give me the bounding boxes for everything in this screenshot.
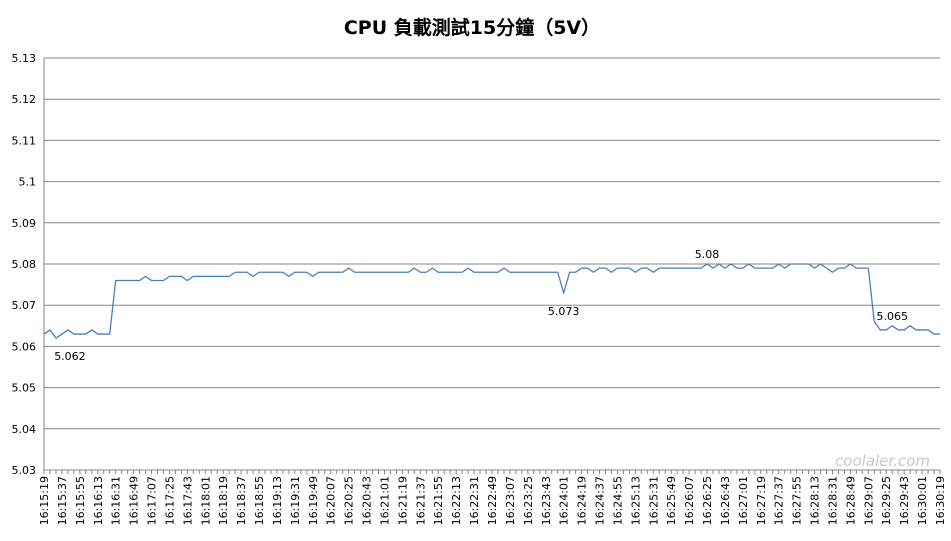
x-tick-label: 16:27:55 <box>791 476 804 525</box>
y-tick-label: 5.09 <box>12 217 37 230</box>
x-tick-label: 16:15:37 <box>56 476 69 525</box>
x-tick-label: 16:24:01 <box>558 476 571 525</box>
x-tick-label: 16:26:07 <box>683 476 696 525</box>
x-tick-label: 16:20:25 <box>343 476 356 525</box>
x-tick-label: 16:27:01 <box>737 476 750 525</box>
x-tick-label: 16:23:25 <box>522 476 535 525</box>
x-tick-label: 16:28:49 <box>844 476 857 525</box>
y-tick-label: 5.05 <box>12 382 37 395</box>
x-tick-label: 16:21:01 <box>378 476 391 525</box>
x-tick-label: 16:24:19 <box>576 476 589 525</box>
y-tick-label: 5.08 <box>12 258 37 271</box>
x-tick-label: 16:28:13 <box>809 476 822 525</box>
x-tick-label: 16:18:37 <box>235 476 248 525</box>
x-tick-label: 16:22:13 <box>450 476 463 525</box>
x-tick-label: 16:18:55 <box>253 476 266 525</box>
x-tick-label: 16:27:37 <box>773 476 786 525</box>
x-tick-label: 16:17:25 <box>163 476 176 525</box>
x-tick-label: 16:24:37 <box>594 476 607 525</box>
x-tick-label: 16:22:31 <box>468 476 481 525</box>
x-tick-label: 16:25:13 <box>629 476 642 525</box>
x-tick-label: 16:15:55 <box>74 476 87 525</box>
x-tick-label: 16:17:43 <box>181 476 194 525</box>
data-label: 5.08 <box>695 248 720 261</box>
y-tick-label: 5.12 <box>12 93 37 106</box>
x-tick-label: 16:24:55 <box>611 476 624 525</box>
y-tick-label: 5.07 <box>12 299 37 312</box>
x-tick-label: 16:19:13 <box>271 476 284 525</box>
data-label: 5.073 <box>548 305 580 318</box>
x-tick-label: 16:18:19 <box>217 476 230 525</box>
x-tick-label: 16:16:49 <box>128 476 141 525</box>
y-tick-label: 5.13 <box>12 52 37 65</box>
x-tick-label: 16:23:07 <box>504 476 517 525</box>
y-tick-label: 5.03 <box>12 464 37 477</box>
x-tick-label: 16:26:25 <box>701 476 714 525</box>
x-tick-label: 16:25:49 <box>665 476 678 525</box>
x-tick-label: 16:26:43 <box>719 476 732 525</box>
x-tick-label: 16:23:43 <box>540 476 553 525</box>
data-label: 5.065 <box>876 310 908 323</box>
x-tick-label: 16:17:07 <box>146 476 159 525</box>
x-tick-label: 16:28:31 <box>826 476 839 525</box>
x-tick-label: 16:30:01 <box>916 476 929 525</box>
x-tick-label: 16:20:43 <box>361 476 374 525</box>
x-tick-label: 16:21:19 <box>396 476 409 525</box>
x-tick-label: 16:16:31 <box>110 476 123 525</box>
data-label: 5.062 <box>54 350 86 363</box>
x-tick-label: 16:29:07 <box>862 476 875 525</box>
x-tick-label: 16:20:07 <box>325 476 338 525</box>
x-tick-label: 16:19:31 <box>289 476 302 525</box>
x-tick-label: 16:21:37 <box>414 476 427 525</box>
x-tick-label: 16:30:19 <box>934 476 947 525</box>
chart-title: CPU 負載測試15分鐘（5V） <box>344 16 600 39</box>
y-tick-label: 5.1 <box>19 176 37 189</box>
x-tick-label: 16:15:19 <box>38 476 51 525</box>
watermark: coolaler.com <box>835 452 930 470</box>
x-tick-label: 16:16:13 <box>92 476 105 525</box>
x-tick-label: 16:25:31 <box>647 476 660 525</box>
line <box>43 263 940 340</box>
y-tick-label: 5.04 <box>12 423 37 436</box>
x-tick-label: 16:22:49 <box>486 476 499 525</box>
x-tick-label: 16:29:25 <box>880 476 893 525</box>
y-tick-label: 5.06 <box>12 340 37 353</box>
y-tick-label: 5.11 <box>12 134 37 147</box>
x-tick-label: 16:21:55 <box>432 476 445 525</box>
x-tick-label: 16:27:19 <box>755 476 768 525</box>
x-tick-label: 16:18:01 <box>199 476 212 525</box>
x-tick-label: 16:19:49 <box>307 476 320 525</box>
x-tick-label: 16:29:43 <box>898 476 911 525</box>
